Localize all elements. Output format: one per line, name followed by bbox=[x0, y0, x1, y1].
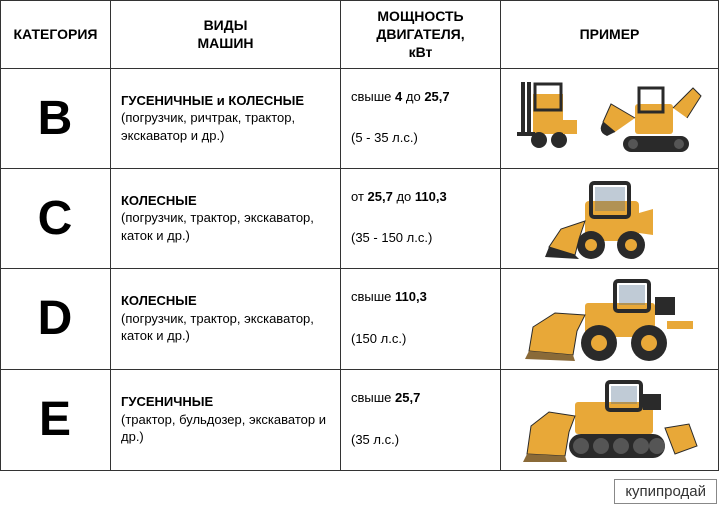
table-row: D КОЛЕСНЫЕ (погрузчик, трактор, экскават… bbox=[1, 268, 719, 369]
table-header-row: КАТЕГОРИЯ ВИДЫМАШИН МОЩНОСТЬДВИГАТЕЛЯ,кВ… bbox=[1, 1, 719, 69]
type-sub: (погрузчик, ричтрак, трактор, экскаватор… bbox=[121, 110, 295, 143]
power-hp: (35 л.с.) bbox=[351, 432, 399, 447]
type-title: ГУСЕНИЧНЫЕ bbox=[121, 394, 213, 409]
bulldozer-icon bbox=[515, 374, 705, 466]
type-title: ГУСЕНИЧНЫЕ и КОЛЕСНЫЕ bbox=[121, 93, 304, 108]
example-cell bbox=[501, 268, 719, 369]
power-cell: свыше 25,7 (35 л.с.) bbox=[341, 369, 501, 470]
watermark-label: купипродай bbox=[614, 479, 717, 504]
skid-loader-icon bbox=[535, 173, 685, 263]
type-sub: (погрузчик, трактор, экскаватор, каток и… bbox=[121, 210, 314, 243]
category-letter: C bbox=[1, 168, 111, 268]
table-row: C КОЛЕСНЫЕ (погрузчик, трактор, экскават… bbox=[1, 168, 719, 268]
example-cell bbox=[501, 68, 719, 168]
header-example: ПРИМЕР bbox=[501, 1, 719, 69]
wheel-dozer-icon bbox=[515, 273, 705, 365]
power-hp: (150 л.с.) bbox=[351, 331, 406, 346]
type-sub: (погрузчик, трактор, экскаватор, каток и… bbox=[121, 311, 314, 344]
power-cell: от 25,7 до 110,3 (35 - 150 л.с.) bbox=[341, 168, 501, 268]
example-cell bbox=[501, 168, 719, 268]
power-cell: свыше 110,3 (150 л.с.) bbox=[341, 268, 501, 369]
header-power: МОЩНОСТЬДВИГАТЕЛЯ,кВт bbox=[341, 1, 501, 69]
power-cell: свыше 4 до 25,7 (5 - 35 л.с.) bbox=[341, 68, 501, 168]
type-title: КОЛЕСНЫЕ bbox=[121, 193, 197, 208]
categories-table: КАТЕГОРИЯ ВИДЫМАШИН МОЩНОСТЬДВИГАТЕЛЯ,кВ… bbox=[0, 0, 719, 471]
category-letter: D bbox=[1, 268, 111, 369]
category-letter: E bbox=[1, 369, 111, 470]
category-letter: B bbox=[1, 68, 111, 168]
header-types: ВИДЫМАШИН bbox=[111, 1, 341, 69]
forklift-excavator-icon bbox=[515, 74, 705, 162]
type-cell: КОЛЕСНЫЕ (погрузчик, трактор, экскаватор… bbox=[111, 268, 341, 369]
power-hp: (5 - 35 л.с.) bbox=[351, 130, 418, 145]
type-sub: (трактор, бульдозер, экскаватор и др.) bbox=[121, 412, 326, 445]
type-title: КОЛЕСНЫЕ bbox=[121, 293, 197, 308]
type-cell: ГУСЕНИЧНЫЕ (трактор, бульдозер, экскават… bbox=[111, 369, 341, 470]
table-row: E ГУСЕНИЧНЫЕ (трактор, бульдозер, экскав… bbox=[1, 369, 719, 470]
table-row: B ГУСЕНИЧНЫЕ и КОЛЕСНЫЕ (погрузчик, ричт… bbox=[1, 68, 719, 168]
type-cell: КОЛЕСНЫЕ (погрузчик, трактор, экскаватор… bbox=[111, 168, 341, 268]
example-cell bbox=[501, 369, 719, 470]
type-cell: ГУСЕНИЧНЫЕ и КОЛЕСНЫЕ (погрузчик, ричтра… bbox=[111, 68, 341, 168]
power-hp: (35 - 150 л.с.) bbox=[351, 230, 432, 245]
header-category: КАТЕГОРИЯ bbox=[1, 1, 111, 69]
